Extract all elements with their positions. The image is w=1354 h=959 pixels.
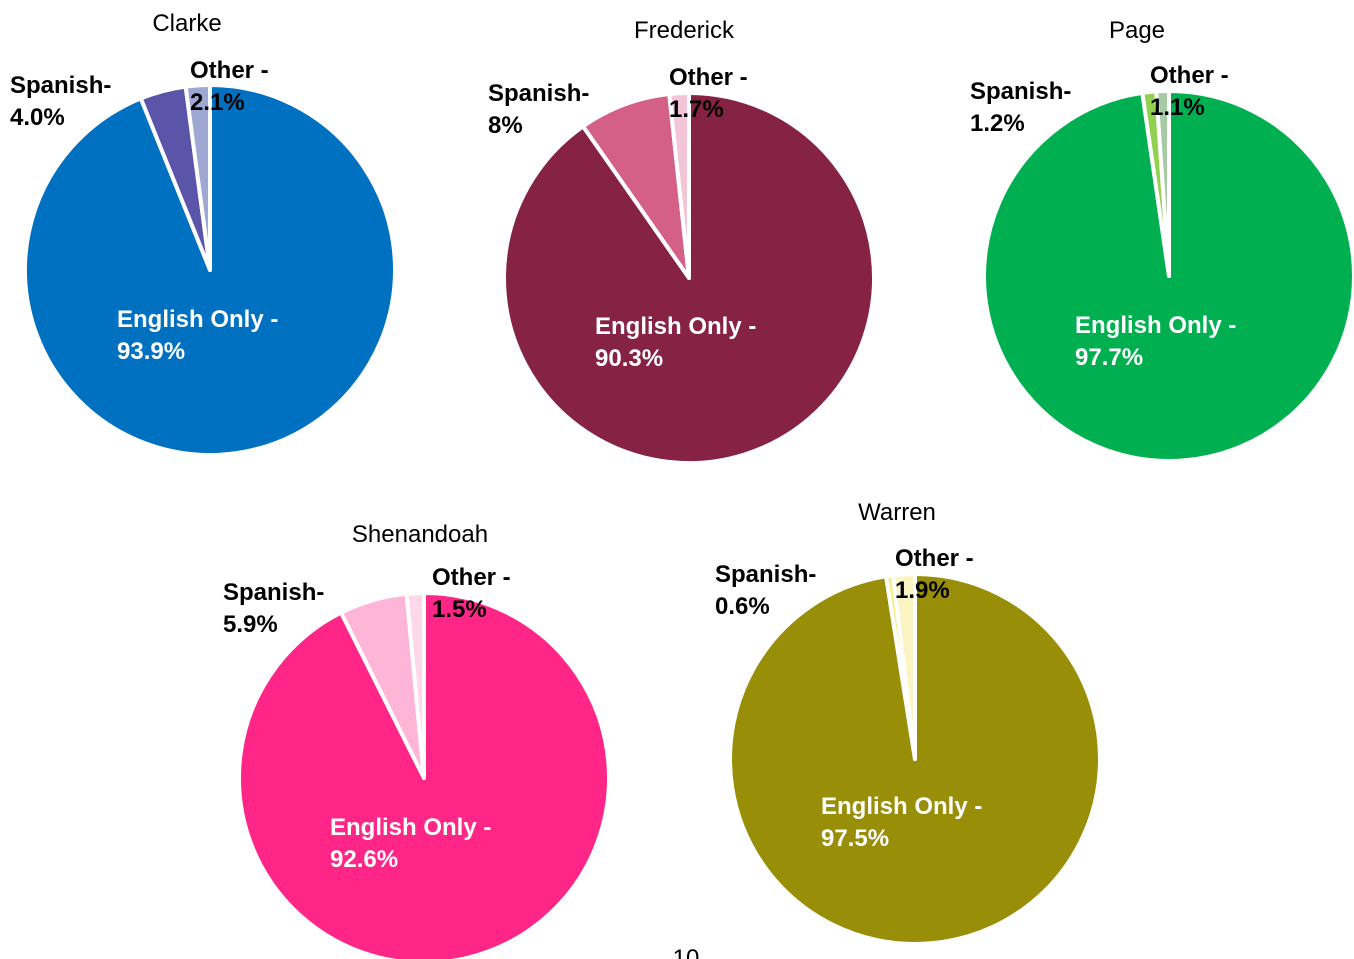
slice-label: Other -1.9% [895, 545, 974, 604]
slice-label: English Only -93.9% [117, 306, 278, 365]
slice-label: English Only -97.7% [1075, 312, 1236, 371]
chart-title: Clarke [152, 10, 221, 37]
pie-slice [404, 591, 426, 780]
slice-label: Other -2.1% [190, 57, 269, 116]
pie-slice [667, 91, 691, 280]
slice-label: Spanish-8% [488, 80, 589, 139]
slice-label: Spanish-4.0% [10, 72, 111, 131]
pie-slice [502, 91, 876, 465]
slice-label: English Only -92.6% [330, 814, 491, 873]
slice-label: Spanish-1.2% [970, 78, 1071, 137]
slice-label: Other -1.1% [1150, 62, 1229, 121]
pie-slice [183, 83, 212, 272]
chart-title: Frederick [634, 17, 735, 44]
chart-title: Warren [858, 499, 936, 526]
slice-label: Spanish-0.6% [715, 561, 816, 620]
slice-label: Other -1.5% [432, 564, 511, 623]
slice-label: Spanish-5.9% [223, 579, 324, 638]
slice-label: English Only -97.5% [821, 793, 982, 852]
chart-title: Page [1109, 17, 1165, 44]
pie-slice [890, 572, 917, 761]
pie-slice [237, 591, 611, 959]
pie-slice [1154, 89, 1171, 278]
chart-title: Shenandoah [352, 521, 488, 548]
page-number: 10 [673, 945, 700, 959]
slice-label: Other -1.7% [669, 64, 748, 123]
slice-label: English Only -90.3% [595, 313, 756, 372]
